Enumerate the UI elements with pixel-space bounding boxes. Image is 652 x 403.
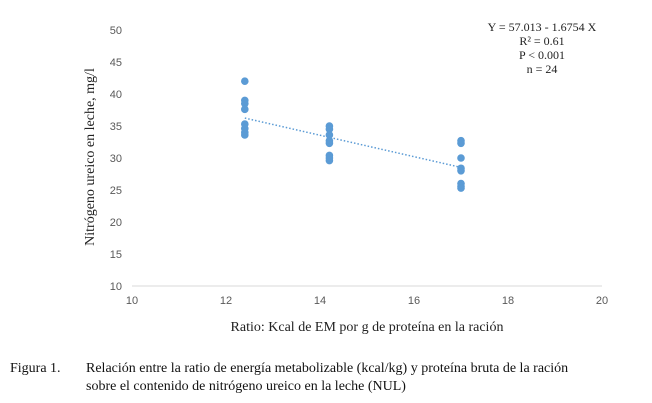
x-tick-label: 16	[408, 295, 420, 307]
scatter-chart: 10 15 20 25 30 35 40 45 50 10 12 14 16 18 20 Y = 57.0…	[83, 20, 608, 335]
y-tick-label: 40	[110, 89, 122, 101]
data-point	[457, 184, 465, 192]
y-tick-label: 20	[110, 217, 122, 229]
y-tick-label: 25	[110, 185, 122, 197]
caption-line-1: Relación entre la ratio de energía metab…	[86, 361, 569, 376]
data-point	[241, 131, 249, 139]
y-axis-title: Nitrógeno ureico en leche, mg/l	[83, 68, 98, 246]
trendline	[244, 117, 462, 169]
y-tick-label: 30	[110, 153, 122, 165]
data-point	[457, 167, 465, 175]
regression-annotation: P < 0.001	[519, 48, 565, 62]
y-axis-ticks: 10 15 20 25 30 35 40 45 50	[110, 25, 122, 293]
regression-annotation: R² = 0.61	[519, 34, 564, 48]
x-tick-label: 20	[596, 295, 608, 307]
x-axis-title: Ratio: Kcal de EM por g de proteína en l…	[231, 320, 504, 335]
y-tick-label: 50	[110, 25, 122, 37]
x-tick-label: 14	[314, 295, 326, 307]
data-point	[241, 77, 249, 85]
y-tick-label: 35	[110, 121, 122, 133]
data-point	[325, 125, 334, 133]
data-point	[325, 156, 334, 165]
x-tick-label: 10	[126, 295, 138, 307]
data-points	[241, 77, 465, 192]
regression-annotations: Y = 57.013 - 1.6754 XR² = 0.61P < 0.001n…	[488, 20, 597, 76]
regression-annotation: n = 24	[527, 62, 558, 76]
regression-annotation: Y = 57.013 - 1.6754 X	[488, 20, 597, 34]
y-tick-label: 10	[110, 281, 122, 293]
x-tick-label: 12	[220, 295, 232, 307]
data-point	[325, 139, 334, 148]
caption-line-2: sobre el contenido de nitrógeno ureico e…	[86, 379, 406, 394]
caption-label: Figura 1.	[10, 361, 61, 376]
y-tick-label: 45	[110, 57, 122, 69]
data-point	[457, 154, 465, 162]
x-tick-label: 18	[502, 295, 514, 307]
data-point	[325, 131, 334, 139]
data-point	[241, 99, 249, 108]
data-point	[241, 105, 249, 114]
x-axis-ticks: 10 12 14 16 18 20	[126, 295, 608, 307]
y-tick-label: 15	[110, 249, 122, 261]
data-point	[457, 139, 465, 148]
